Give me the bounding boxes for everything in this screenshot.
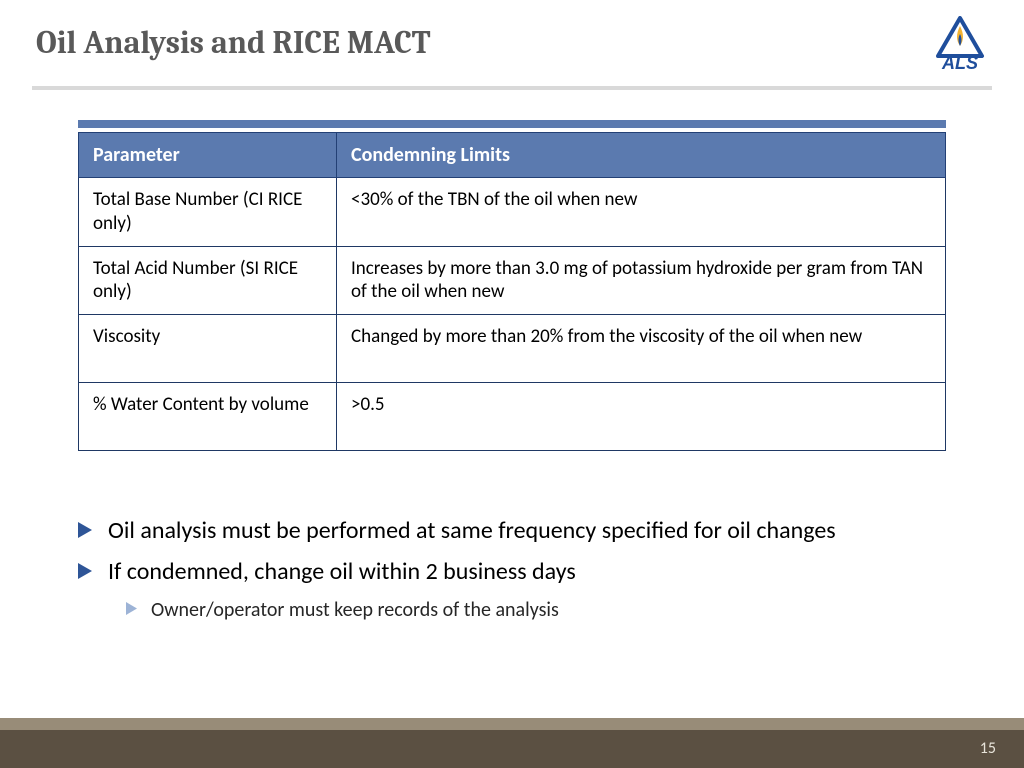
slide: Oil Analysis and RICE MACT ALS Parameter… (0, 0, 1024, 768)
cell-limit: Changed by more than 20% from the viscos… (337, 315, 946, 383)
page-number: 15 (980, 739, 996, 758)
cell-parameter: % Water Content by volume (79, 383, 337, 451)
table: Parameter Condemning Limits Total Base N… (78, 132, 946, 451)
cell-parameter: Total Base Number (CI RICE only) (79, 178, 337, 247)
sub-bullet-item: Owner/operator must keep records of the … (126, 597, 954, 623)
bullet-text: If condemned, change oil within 2 busine… (108, 557, 576, 588)
cell-limit: <30% of the TBN of the oil when new (337, 178, 946, 247)
table-row: Viscosity Changed by more than 20% from … (79, 315, 946, 383)
logo-text: ALS (941, 53, 978, 73)
logo-icon: ALS (932, 16, 988, 78)
cell-parameter: Total Acid Number (SI RICE only) (79, 246, 337, 315)
bullet-arrow-icon (78, 522, 94, 538)
als-logo: ALS (932, 16, 988, 83)
title-underline (32, 86, 992, 90)
cell-parameter: Viscosity (79, 315, 337, 383)
bullet-item: Oil analysis must be performed at same f… (78, 516, 954, 547)
slide-header: Oil Analysis and RICE MACT (36, 24, 988, 61)
bullet-arrow-icon (126, 602, 139, 615)
col-header-parameter: Parameter (79, 133, 337, 178)
slide-title: Oil Analysis and RICE MACT (36, 24, 988, 61)
table-accent-bar (78, 120, 946, 128)
bullet-item: If condemned, change oil within 2 busine… (78, 557, 954, 588)
footer-bar: 15 (0, 730, 1024, 768)
col-header-limits: Condemning Limits (337, 133, 946, 178)
table-row: Total Acid Number (SI RICE only) Increas… (79, 246, 946, 315)
limits-table: Parameter Condemning Limits Total Base N… (78, 132, 946, 451)
cell-limit: Increases by more than 3.0 mg of potassi… (337, 246, 946, 315)
sub-bullet-text: Owner/operator must keep records of the … (151, 597, 559, 623)
table-row: Total Base Number (CI RICE only) <30% of… (79, 178, 946, 247)
bullet-text: Oil analysis must be performed at same f… (108, 516, 836, 547)
bullet-list: Oil analysis must be performed at same f… (78, 516, 954, 623)
footer-accent (0, 718, 1024, 730)
table-row: % Water Content by volume >0.5 (79, 383, 946, 451)
table-header-row: Parameter Condemning Limits (79, 133, 946, 178)
bullet-arrow-icon (78, 563, 94, 579)
cell-limit: >0.5 (337, 383, 946, 451)
